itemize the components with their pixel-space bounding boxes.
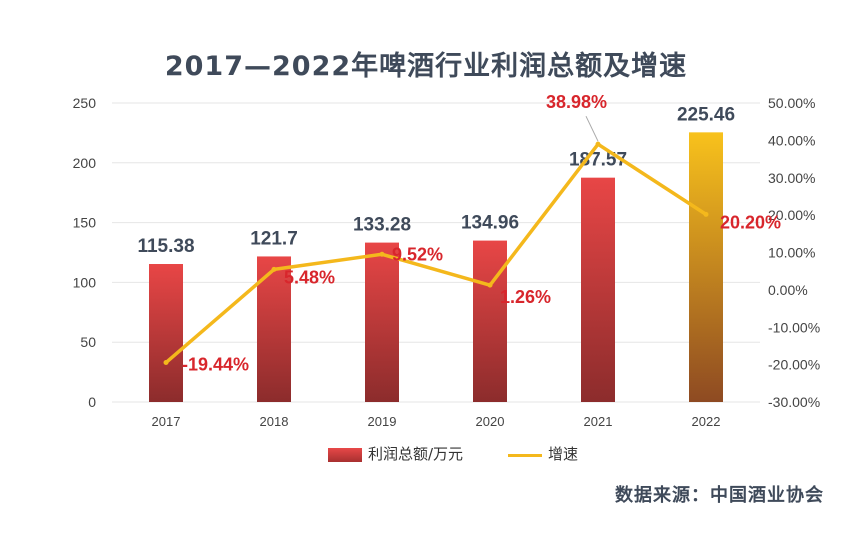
- bar-value-label: 134.96: [461, 213, 519, 234]
- rate-value-label: 9.52%: [392, 244, 443, 264]
- legend-swatch-bar: [328, 448, 362, 462]
- bar-2021: [581, 177, 615, 402]
- growth-rate-point: [595, 141, 601, 147]
- rate-value-label: -19.44%: [182, 355, 249, 375]
- x-axis-tick: 2018: [260, 414, 289, 429]
- growth-rate-point: [271, 266, 277, 272]
- left-axis-tick: 250: [73, 95, 97, 111]
- source-note: 数据来源：中国酒业协会: [615, 485, 824, 506]
- right-axis-tick: -20.00%: [768, 357, 820, 373]
- bar-value-label: 115.38: [137, 236, 194, 257]
- rate-value-label: 20.20%: [720, 212, 781, 232]
- rate-value-label: 38.98%: [546, 92, 607, 112]
- bar-2019: [365, 242, 399, 402]
- right-axis-tick: 40.00%: [768, 132, 815, 148]
- growth-rate-line: [164, 142, 707, 364]
- right-axis-tick: 10.00%: [768, 245, 815, 261]
- bar-value-label: 225.46: [677, 104, 735, 125]
- rate-label-leader: [585, 115, 599, 142]
- right-axis-tick: 0.00%: [768, 282, 808, 298]
- right-axis-tick: -10.00%: [768, 319, 820, 335]
- growth-rate-point: [163, 360, 169, 366]
- growth-rate-point: [487, 282, 493, 288]
- right-axis-tick: 20.00%: [768, 207, 815, 223]
- growth-rate-point: [703, 211, 709, 217]
- growth-rate-point: [379, 251, 385, 257]
- x-axis-tick: 2022: [692, 414, 721, 429]
- legend-label-line: 增速: [548, 445, 579, 463]
- right-axis-tick: 30.00%: [768, 170, 815, 186]
- left-axis-tick: 200: [73, 155, 97, 171]
- rate-value-label: 1.26%: [500, 287, 551, 307]
- rate-value-label: 5.48%: [284, 267, 335, 287]
- bar-2020: [473, 240, 507, 402]
- bar-2017: [149, 264, 183, 402]
- bar-value-label: 133.28: [353, 215, 411, 236]
- right-axis-tick: 50.00%: [768, 95, 815, 111]
- x-axis-tick: 2021: [584, 414, 613, 429]
- right-axis-tick: -30.00%: [768, 394, 820, 410]
- bar-value-label: 121.7: [250, 228, 298, 249]
- legend-label-bar: 利润总额/万元: [368, 445, 464, 463]
- left-axis-tick: 150: [73, 215, 97, 231]
- chart-title: 2017—2022年啤酒行业利润总额及增速: [164, 51, 688, 82]
- left-axis-tick: 100: [73, 274, 97, 290]
- x-axis-tick: 2020: [476, 414, 505, 429]
- legend-swatch-line: [508, 454, 542, 457]
- x-axis-tick: 2019: [368, 414, 397, 429]
- x-axis-tick: 2017: [152, 414, 181, 429]
- bar-2022: [689, 132, 723, 402]
- left-axis-tick: 50: [80, 334, 96, 350]
- left-axis-tick: 0: [88, 394, 96, 410]
- bar-value-label: 187.57: [569, 150, 627, 171]
